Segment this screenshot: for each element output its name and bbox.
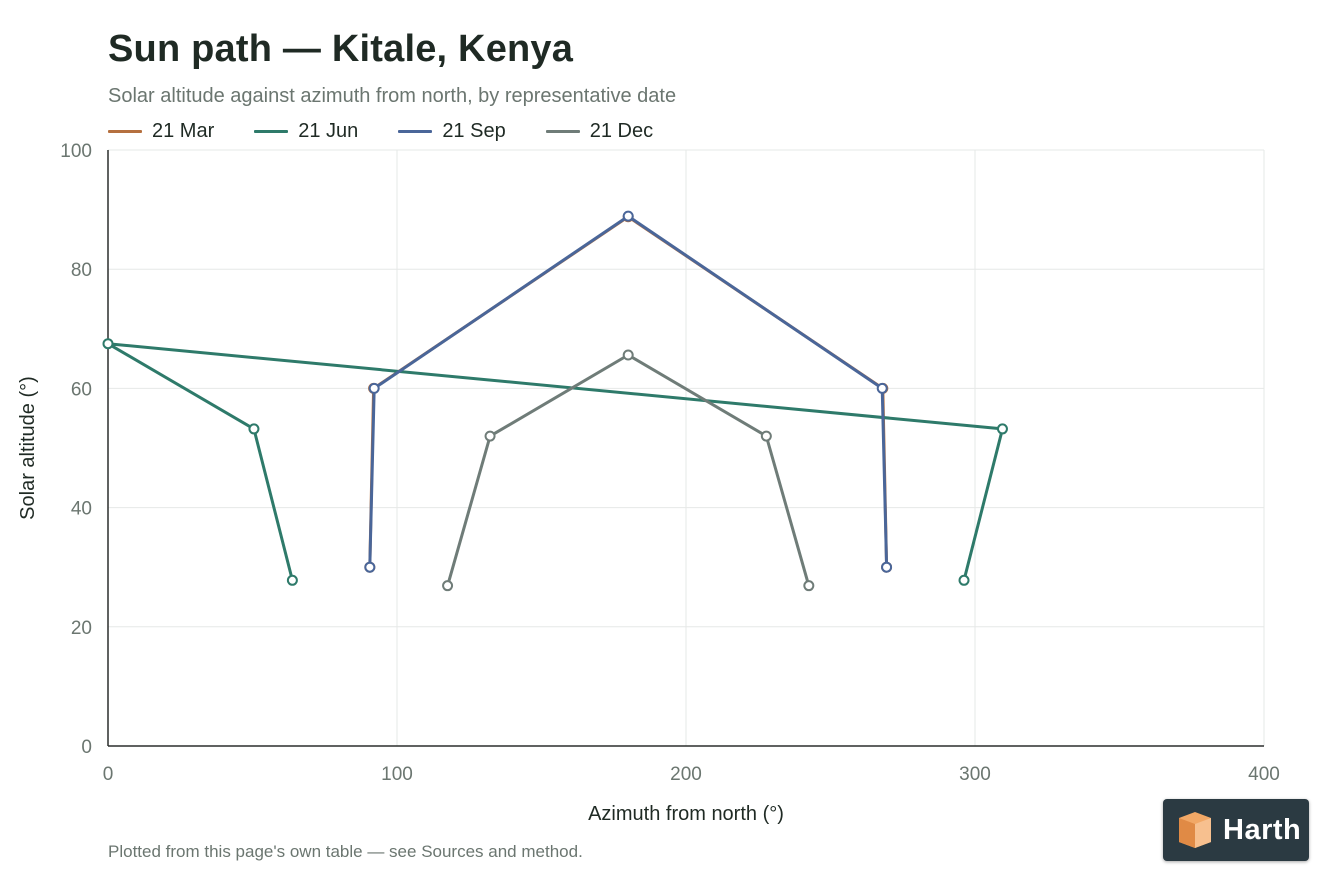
- chart-ticks: 0 20 40 60 80 100 0 100 200 300 400: [60, 141, 1280, 785]
- legend-swatch: [398, 130, 433, 133]
- y-tick-label: 0: [81, 737, 92, 758]
- series-line-21-dec: [446, 353, 811, 587]
- data-point-21-dec: [484, 430, 496, 442]
- data-point-21-sep: [368, 382, 380, 394]
- y-tick-label: 100: [60, 141, 92, 162]
- legend-swatch: [545, 130, 580, 133]
- series-21-jun: [102, 338, 1008, 586]
- chart-subtitle: Solar altitude against azimuth from nort…: [108, 85, 677, 107]
- data-point-21-sep: [876, 382, 888, 394]
- series-21-sep: [364, 210, 893, 573]
- chart-title: Sun path — Kitale, Kenya: [108, 28, 574, 70]
- data-point-21-sep: [364, 561, 376, 573]
- chart-grid: [108, 149, 1265, 746]
- legend-label: 21 Sep: [442, 120, 506, 142]
- data-point-21-dec: [803, 580, 815, 592]
- harth-logo-icon: [1179, 812, 1211, 848]
- chart-legend: 21 Mar 21 Jun 21 Sep 21 Dec: [108, 120, 693, 143]
- legend-item-21-sep: 21 Sep: [398, 120, 506, 143]
- legend-item-21-mar: 21 Mar: [108, 120, 214, 143]
- y-tick-label: 20: [71, 618, 92, 639]
- series-21-dec: [442, 349, 815, 592]
- data-point-21-jun: [286, 574, 298, 586]
- legend-item-21-dec: 21 Dec: [545, 120, 654, 143]
- legend-item-21-jun: 21 Jun: [254, 120, 358, 143]
- legend-label: 21 Mar: [152, 120, 215, 142]
- y-tick-label: 80: [71, 260, 92, 281]
- x-tick-label: 200: [670, 764, 702, 785]
- data-point-21-dec: [760, 430, 772, 442]
- data-point-21-dec: [622, 349, 634, 361]
- chart-footnote: Plotted from this page's own table — see…: [108, 842, 583, 861]
- chart-series: [102, 210, 1008, 592]
- legend-label: 21 Dec: [589, 120, 654, 142]
- data-point-21-jun: [996, 423, 1008, 435]
- data-point-21-jun: [102, 338, 114, 350]
- y-axis-label: Solar altitude (°): [17, 376, 39, 520]
- chart-axes: [107, 150, 1264, 747]
- y-tick-label: 60: [71, 379, 92, 400]
- brand-badge[interactable]: Harth: [1163, 799, 1309, 861]
- data-point-21-jun: [958, 574, 970, 586]
- legend-swatch: [254, 130, 289, 133]
- data-point-21-dec: [442, 580, 454, 592]
- y-tick-label: 40: [71, 499, 92, 520]
- data-point-21-jun: [248, 423, 260, 435]
- brand-name: Harth: [1223, 813, 1302, 846]
- legend-swatch: [108, 130, 142, 133]
- data-point-21-sep: [881, 561, 893, 573]
- x-axis-label: Azimuth from north (°): [588, 803, 784, 825]
- legend-label: 21 Jun: [298, 120, 359, 142]
- x-tick-label: 300: [959, 764, 991, 785]
- x-tick-label: 400: [1248, 764, 1280, 785]
- x-tick-label: 100: [381, 764, 413, 785]
- x-tick-label: 0: [103, 764, 114, 785]
- data-point-21-sep: [622, 210, 634, 222]
